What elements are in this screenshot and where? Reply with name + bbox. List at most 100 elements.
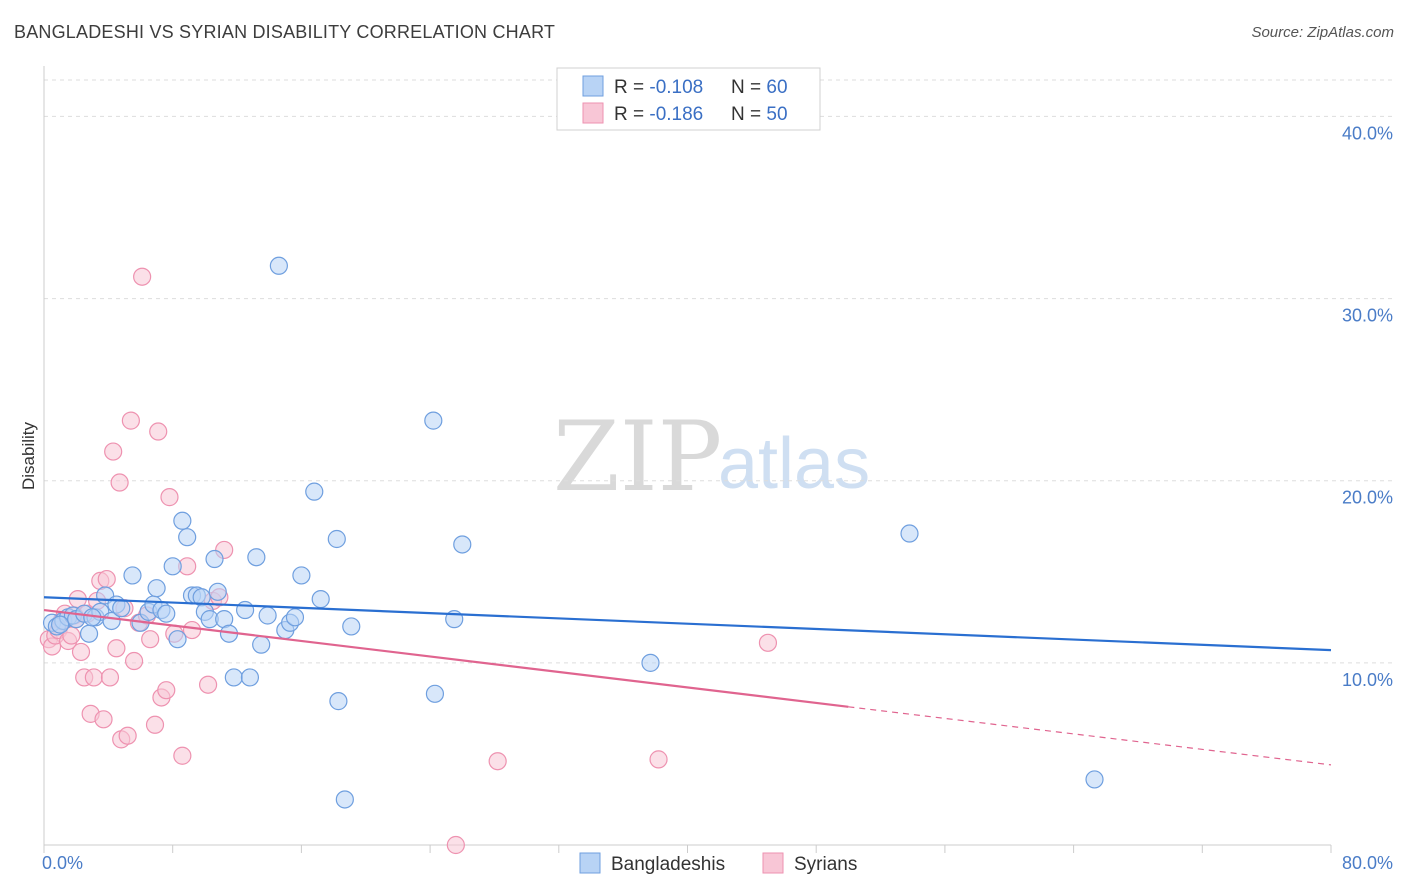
bangladeshis-point-35 bbox=[235, 600, 255, 620]
bangladeshis-point-24 bbox=[178, 528, 197, 547]
bottom-legend-swatch-syrians bbox=[762, 852, 784, 874]
legend-n-value-1: 60 bbox=[766, 77, 787, 98]
bangladeshis-point-13 bbox=[112, 599, 131, 618]
bangladeshis-point-36 bbox=[240, 668, 260, 687]
bangladeshis-point-18 bbox=[147, 579, 166, 598]
bottom-legend-swatch-bangladeshis bbox=[579, 852, 601, 874]
legend-swatch-bangladeshis bbox=[582, 75, 604, 97]
syrians-point-35 bbox=[157, 681, 176, 700]
syrians-point-17 bbox=[94, 710, 113, 729]
legend-r-label-1: R = bbox=[614, 77, 649, 98]
series-bangladeshis-points bbox=[42, 256, 1104, 809]
syrians-point-27 bbox=[124, 651, 144, 671]
svg-text:R = -0.108: R = -0.108 bbox=[614, 77, 703, 98]
y-tick-labels: 10.0% 20.0% 30.0% 40.0% bbox=[1342, 123, 1393, 689]
watermark-zip: ZIP bbox=[553, 401, 722, 513]
syrians-point-45 bbox=[446, 835, 465, 855]
trend-lines bbox=[43, 596, 1332, 766]
gridlines bbox=[44, 79, 1392, 664]
syrians-point-48 bbox=[758, 633, 778, 652]
legend-r-value-1: -0.108 bbox=[649, 77, 703, 98]
syrians-point-46 bbox=[488, 752, 507, 771]
syrians-point-40 bbox=[182, 620, 202, 640]
legend-swatch-syrians bbox=[582, 102, 604, 124]
bangladeshis-point-34 bbox=[224, 668, 243, 687]
watermark-atlas: atlas bbox=[718, 424, 870, 504]
bangladeshis-point-57 bbox=[1085, 770, 1104, 789]
correlation-legend: R = -0.108 N = 60 R = -0.186 N = 50 bbox=[556, 67, 821, 131]
trend-line-syrians bbox=[43, 608, 849, 708]
bangladeshis-point-45 bbox=[305, 482, 324, 501]
bangladeshis-point-44 bbox=[292, 566, 311, 585]
bottom-legend-label-bangladeshis: Bangladeshis bbox=[611, 854, 725, 875]
bangladeshis-point-46 bbox=[311, 590, 330, 609]
bottom-legend-label-syrians: Syrians bbox=[794, 854, 857, 875]
y-axis-label: Disability bbox=[19, 421, 38, 490]
bangladeshis-point-56 bbox=[900, 524, 919, 543]
bangladeshis-point-58 bbox=[50, 615, 70, 634]
syrians-point-25 bbox=[118, 726, 137, 745]
bangladeshis-point-49 bbox=[335, 790, 354, 809]
bangladeshis-point-50 bbox=[342, 617, 361, 636]
bangladeshis-point-23 bbox=[173, 511, 192, 530]
svg-text:R = -0.186: R = -0.186 bbox=[614, 104, 703, 125]
svg-text:N = 60: N = 60 bbox=[731, 77, 788, 98]
syrians-point-14 bbox=[84, 668, 103, 687]
x-tick-label-1: 80.0% bbox=[1342, 853, 1393, 873]
syrians-point-36 bbox=[160, 488, 179, 507]
y-tick-label-2: 30.0% bbox=[1342, 306, 1393, 326]
axes bbox=[43, 66, 1332, 853]
bangladeshis-point-30 bbox=[205, 549, 224, 569]
bangladeshis-point-7 bbox=[79, 624, 99, 643]
bangladeshis-point-51 bbox=[424, 411, 443, 430]
syrians-point-26 bbox=[121, 411, 140, 430]
syrians-point-10 bbox=[71, 642, 91, 662]
trend-line-bangladeshis bbox=[43, 596, 1332, 652]
bangladeshis-point-47 bbox=[327, 529, 346, 549]
bangladeshis-point-55 bbox=[641, 653, 660, 672]
chart-source: Source: ZipAtlas.com bbox=[1251, 24, 1394, 41]
legend-n-label-1: N = bbox=[731, 77, 766, 98]
legend-n-value-2: 50 bbox=[766, 104, 787, 125]
bangladeshis-point-31 bbox=[208, 582, 227, 601]
bangladeshis-point-21 bbox=[163, 557, 182, 576]
bangladeshis-point-52 bbox=[425, 684, 445, 703]
x-tick-label-0: 0.0% bbox=[42, 853, 83, 873]
chart-title: BANGLADESHI VS SYRIAN DISABILITY CORRELA… bbox=[14, 22, 556, 42]
bangladeshis-point-37 bbox=[247, 548, 266, 567]
bangladeshis-point-14 bbox=[123, 566, 142, 585]
legend-n-label-2: N = bbox=[731, 104, 766, 125]
bangladeshis-point-39 bbox=[258, 606, 277, 625]
svg-text:N = 50: N = 50 bbox=[731, 104, 788, 125]
legend-r-value-2: -0.186 bbox=[649, 104, 703, 125]
bangladeshis-point-40 bbox=[269, 256, 288, 275]
y-tick-label-1: 20.0% bbox=[1342, 488, 1393, 508]
bangladeshis-point-20 bbox=[157, 604, 176, 623]
bangladeshis-point-54 bbox=[453, 535, 472, 554]
y-tick-label-3: 40.0% bbox=[1342, 123, 1393, 143]
series-legend: Bangladeshis Syrians bbox=[579, 852, 857, 875]
syrians-point-31 bbox=[141, 630, 160, 649]
syrians-point-18 bbox=[97, 569, 116, 589]
bangladeshis-point-22 bbox=[168, 630, 187, 649]
bangladeshis-point-43 bbox=[285, 608, 305, 627]
syrians-point-41 bbox=[198, 675, 218, 694]
syrians-point-29 bbox=[133, 267, 152, 286]
x-tick-labels: 0.0% 80.0% bbox=[42, 853, 1393, 873]
bangladeshis-point-48 bbox=[329, 692, 348, 711]
syrians-point-21 bbox=[107, 639, 126, 658]
syrians-point-19 bbox=[100, 668, 120, 687]
syrians-point-38 bbox=[173, 746, 192, 765]
series-syrians-points bbox=[39, 267, 778, 855]
syrians-point-32 bbox=[145, 715, 165, 734]
syrians-point-47 bbox=[649, 750, 668, 769]
y-tick-label-0: 10.0% bbox=[1342, 670, 1393, 690]
syrians-point-33 bbox=[149, 422, 168, 441]
trend-line-syrians-extrapolated bbox=[848, 706, 1332, 766]
syrians-point-20 bbox=[104, 442, 123, 461]
syrians-point-22 bbox=[110, 473, 129, 492]
syrians-point-7 bbox=[62, 626, 81, 645]
legend-r-label-2: R = bbox=[614, 104, 649, 125]
bangladeshis-point-38 bbox=[252, 635, 271, 654]
